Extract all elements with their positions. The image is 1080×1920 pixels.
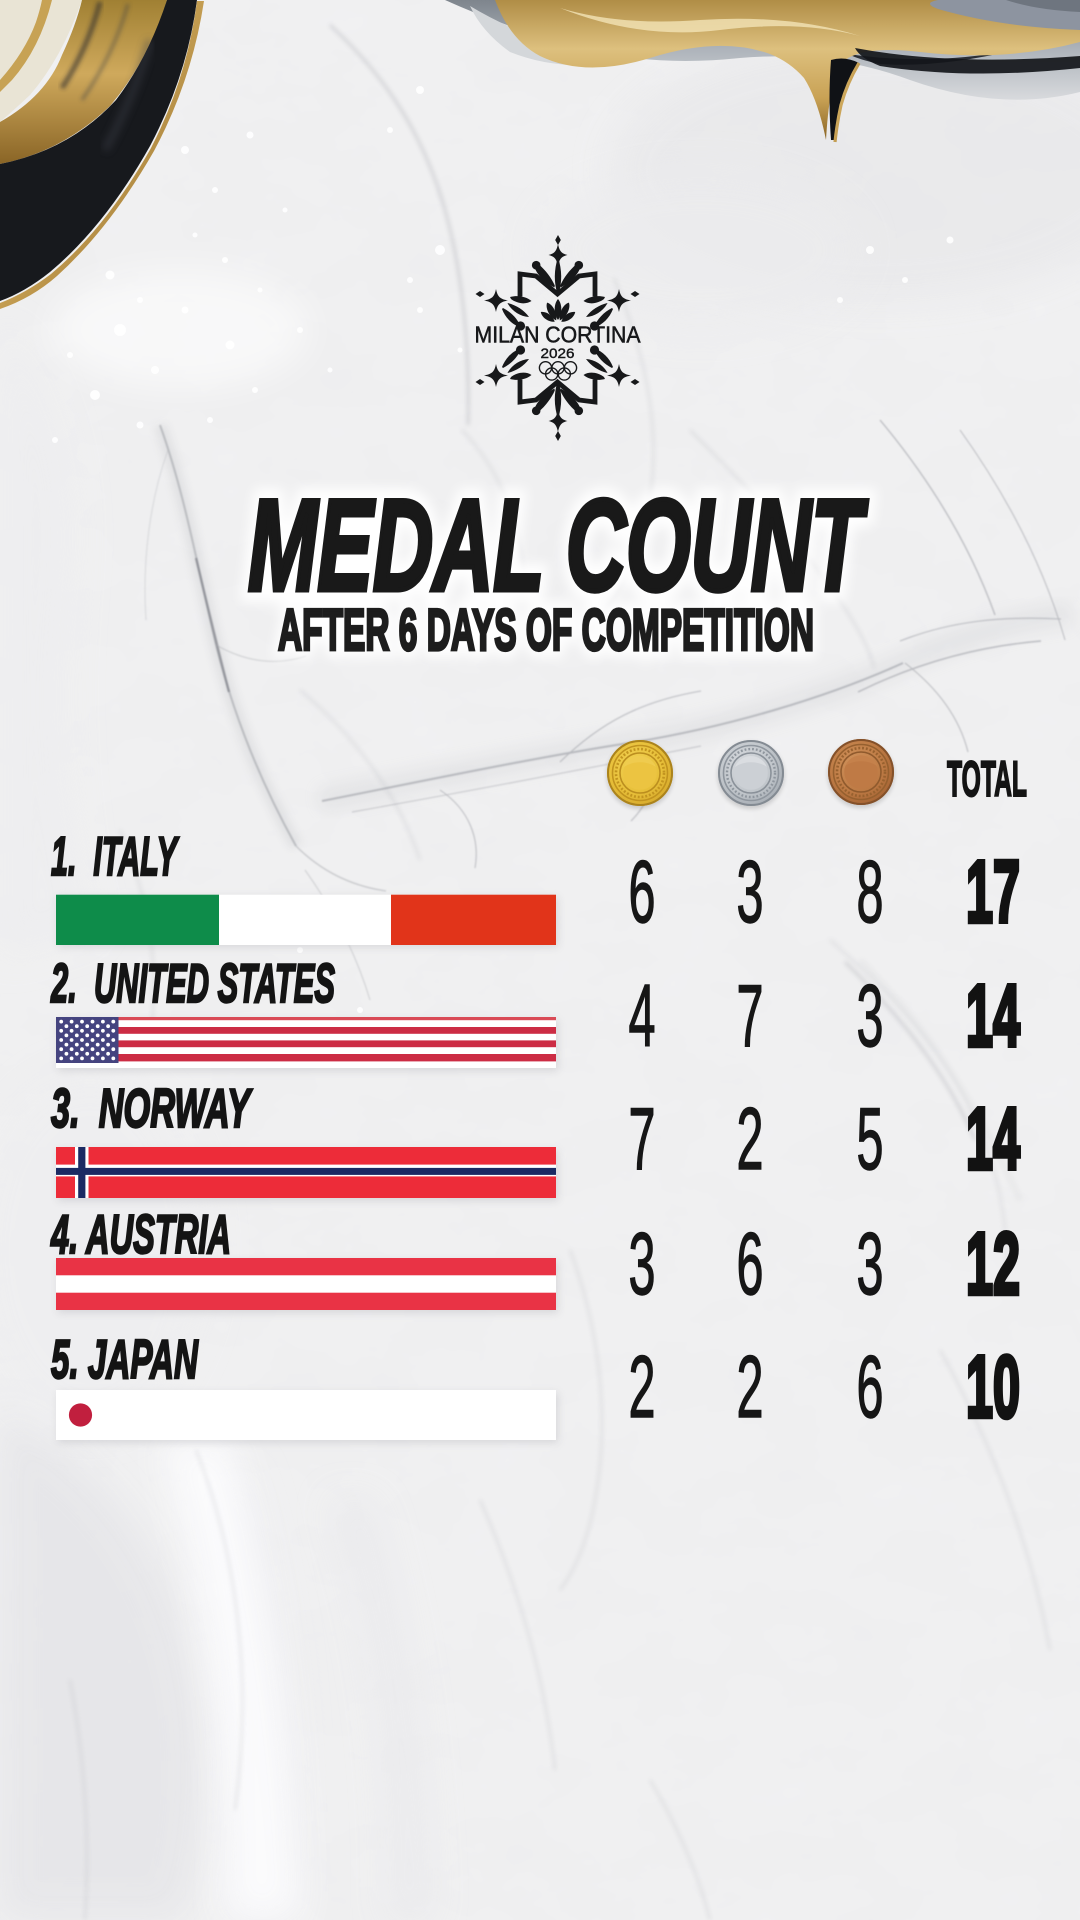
svg-text:14: 14 [966, 966, 1020, 1065]
svg-text:MILAN CORTINA: MILAN CORTINA [475, 322, 642, 348]
svg-text:8: 8 [857, 842, 884, 941]
svg-text:7: 7 [737, 966, 764, 1065]
svg-text:4: 4 [629, 966, 656, 1065]
svg-text:6: 6 [629, 842, 656, 941]
svg-text:TOTAL: TOTAL [947, 751, 1027, 807]
svg-text:AFTER 6 DAYS OF COMPETITION: AFTER 6 DAYS OF COMPETITION [278, 598, 814, 663]
svg-text:12: 12 [966, 1214, 1020, 1313]
svg-text:MEDAL COUNT: MEDAL COUNT [248, 472, 868, 618]
svg-text:3. NORWAY: 3. NORWAY [51, 1077, 253, 1139]
svg-text:10: 10 [966, 1337, 1020, 1436]
svg-text:6: 6 [857, 1337, 884, 1436]
svg-text:3: 3 [857, 1214, 884, 1313]
svg-text:14: 14 [966, 1089, 1020, 1188]
svg-text:6: 6 [737, 1214, 764, 1313]
svg-text:5: 5 [857, 1089, 884, 1188]
svg-text:4. AUSTRIA: 4. AUSTRIA [50, 1203, 231, 1265]
svg-text:3: 3 [857, 966, 884, 1065]
svg-text:2. UNITED STATES: 2. UNITED STATES [50, 952, 335, 1014]
svg-text:1. ITALY: 1. ITALY [51, 825, 179, 887]
svg-text:MEDAL COUNT: MEDAL COUNT [248, 472, 868, 618]
svg-text:17: 17 [966, 842, 1020, 941]
svg-text:7: 7 [629, 1089, 656, 1188]
svg-text:2026: 2026 [541, 346, 575, 361]
svg-text:3: 3 [629, 1214, 656, 1313]
svg-text:3: 3 [737, 842, 764, 941]
svg-text:AFTER 6 DAYS OF COMPETITION: AFTER 6 DAYS OF COMPETITION [278, 598, 814, 663]
svg-text:2: 2 [737, 1089, 764, 1188]
svg-text:2: 2 [629, 1337, 656, 1436]
svg-text:2: 2 [737, 1337, 764, 1436]
svg-text:5. JAPAN: 5. JAPAN [51, 1328, 199, 1390]
